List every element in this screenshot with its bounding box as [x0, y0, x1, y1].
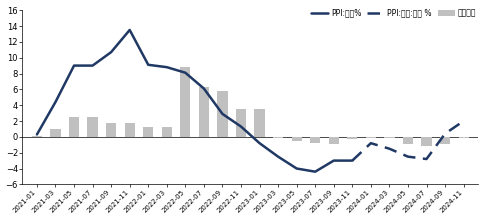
PPI:同比%: [164, 66, 170, 69]
Line: PPI:同比%: PPI:同比%: [37, 30, 352, 172]
PPI:同比%: [238, 125, 244, 128]
Bar: [255, 109, 265, 137]
Bar: [162, 127, 172, 137]
PPI:同比%: [220, 113, 226, 115]
Bar: [124, 123, 135, 137]
Bar: [458, 137, 469, 138]
PPI:同比%: [71, 64, 77, 67]
Bar: [236, 109, 246, 137]
Bar: [347, 137, 357, 139]
PPI:同比%: [90, 64, 95, 67]
PPI:同比%: [331, 159, 337, 162]
PPI:同比:预测 %: [405, 155, 411, 158]
Line: PPI:同比:预测 %: PPI:同比:预测 %: [352, 121, 464, 161]
Bar: [291, 137, 302, 141]
Bar: [69, 117, 79, 137]
PPI:同比%: [145, 64, 151, 66]
PPI:同比:预测 %: [424, 158, 429, 160]
Bar: [329, 137, 339, 144]
PPI:同比%: [108, 51, 114, 53]
PPI:同比%: [182, 71, 188, 74]
PPI:同比%: [127, 29, 133, 31]
Bar: [180, 67, 190, 137]
PPI:同比%: [201, 87, 207, 90]
PPI:同比%: [34, 133, 40, 136]
Bar: [403, 137, 413, 144]
PPI:同比%: [349, 159, 355, 162]
Bar: [366, 137, 376, 138]
Bar: [199, 87, 209, 137]
Bar: [50, 129, 60, 137]
Bar: [273, 137, 283, 138]
PPI:同比%: [257, 142, 262, 145]
Bar: [106, 123, 116, 137]
PPI:同比:预测 %: [442, 132, 448, 135]
Bar: [440, 137, 450, 144]
Bar: [384, 137, 394, 138]
Bar: [32, 136, 42, 137]
PPI:同比%: [312, 170, 318, 173]
PPI:同比%: [294, 167, 300, 170]
PPI:同比:预测 %: [349, 159, 355, 162]
Bar: [143, 127, 153, 137]
Bar: [310, 137, 320, 143]
Bar: [217, 91, 227, 137]
Bar: [422, 137, 432, 146]
PPI:同比:预测 %: [387, 147, 393, 150]
Bar: [88, 117, 98, 137]
PPI:同比:预测 %: [461, 120, 467, 122]
Legend: PPI:同比%, PPI:同比:预测 %, 翘尾因素: PPI:同比%, PPI:同比:预测 %, 翘尾因素: [308, 5, 479, 20]
PPI:同比%: [275, 155, 281, 158]
PPI:同比:预测 %: [368, 142, 374, 145]
PPI:同比%: [53, 101, 59, 103]
